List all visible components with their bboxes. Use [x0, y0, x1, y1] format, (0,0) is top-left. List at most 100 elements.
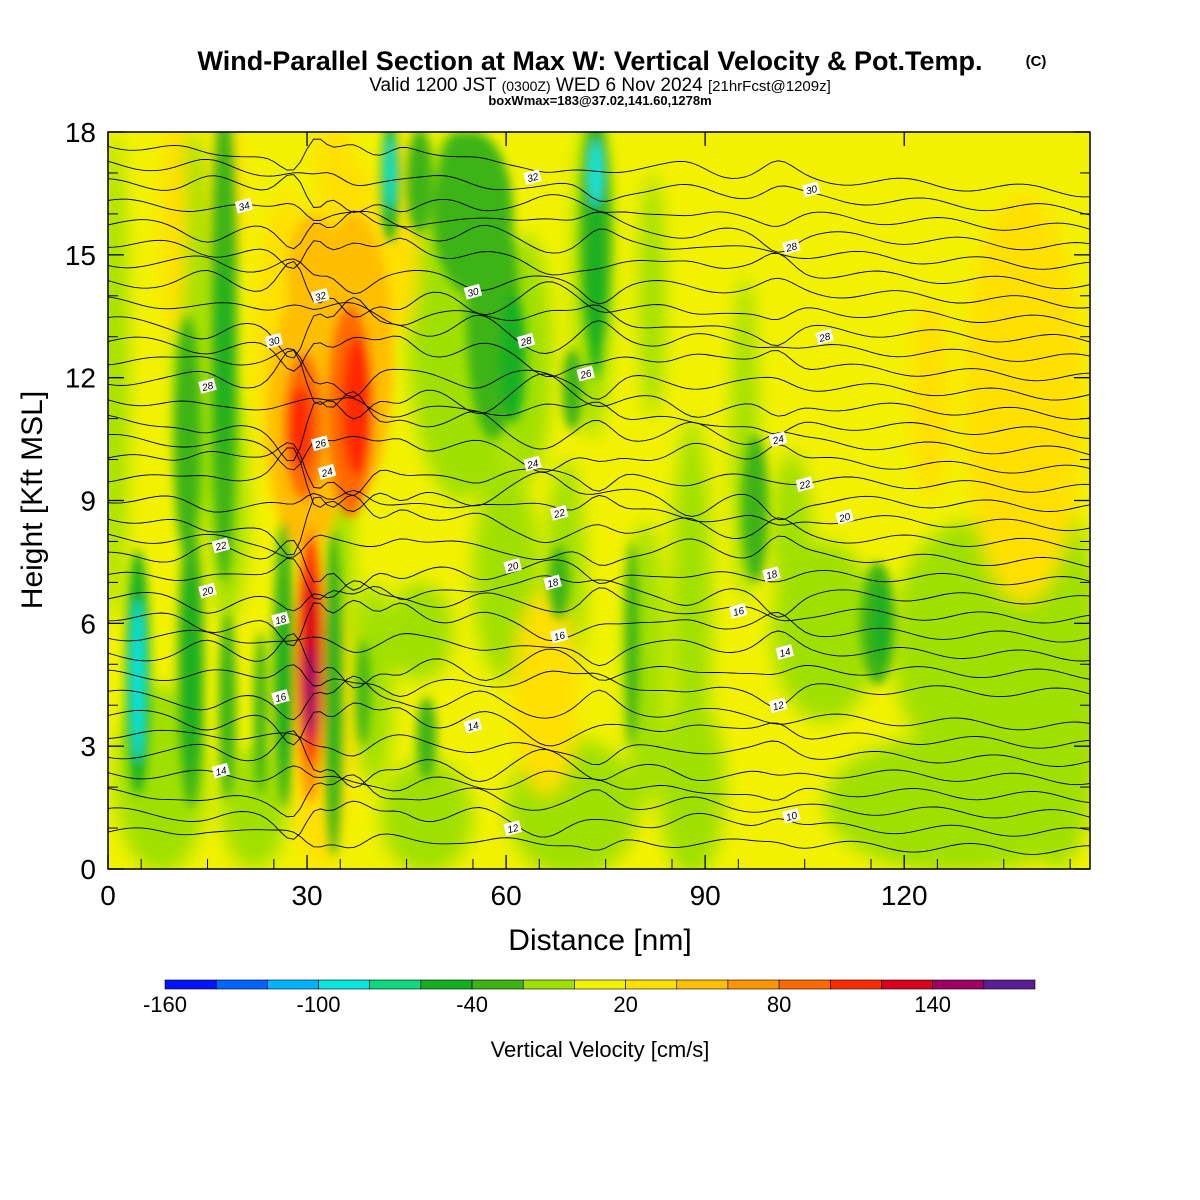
contour-label-box: [311, 287, 330, 304]
theta-contour: [108, 800, 1090, 840]
contour-label-text: 14: [778, 647, 792, 661]
contour-label-box: [543, 574, 562, 591]
x-tick-label: 0: [100, 880, 116, 911]
contour-label: 28: [782, 238, 801, 255]
colorbar-swatch: [727, 979, 780, 990]
contour-label: 24: [317, 463, 337, 480]
colorbar: -160 -100 -40 20 80 140: [143, 979, 1036, 1017]
field-region: [324, 578, 336, 767]
contour-label: 20: [503, 558, 522, 574]
contour-label: 16: [729, 603, 748, 619]
contour-label: 16: [549, 627, 569, 644]
field-region: [439, 132, 480, 214]
field-region: [671, 418, 712, 788]
x-axis-label: Distance [nm]: [508, 924, 691, 957]
subtitle-run: [21hrFcst@1209z]: [708, 78, 831, 95]
colorbar-swatch: [369, 979, 422, 990]
contour-label-text: 24: [320, 466, 335, 480]
field-region: [356, 639, 371, 747]
colorbar-tick-label: 20: [613, 992, 637, 1017]
chart-title: Wind-Parallel Section at Max W: Vertical…: [198, 46, 983, 76]
field-region: [499, 291, 527, 423]
contour-label-text: 20: [837, 511, 852, 525]
field-region: [873, 582, 889, 665]
colorbar-tick-label: -100: [297, 992, 341, 1017]
contour-label-box: [463, 717, 483, 734]
contour-label: 32: [523, 169, 542, 185]
colorbar-swatch: [471, 979, 524, 990]
theta-contour: [108, 580, 1090, 624]
contour-label: 22: [549, 504, 569, 521]
contour-label-box: [768, 697, 788, 714]
contour-label-box: [782, 238, 801, 255]
contour-label: 20: [198, 582, 217, 599]
contour-label-text: 14: [466, 720, 480, 734]
y-axis-label: Height [Kft MSL]: [16, 391, 49, 609]
x-tick-label: 30: [291, 880, 322, 911]
y-tick-label: 18: [65, 117, 96, 148]
contour-label-text: 14: [214, 765, 228, 779]
field-region: [479, 377, 507, 624]
colorbar-swatch: [267, 979, 319, 990]
theta-contour: [108, 335, 1090, 382]
field-region: [910, 295, 951, 501]
contour-label-box: [576, 365, 595, 382]
contour-label-text: 18: [274, 614, 288, 628]
theta-contour: [108, 729, 1090, 767]
y-tick-label: 9: [80, 486, 96, 517]
contour-label-box: [317, 463, 337, 480]
colorbar-swatch: [983, 979, 1036, 990]
colorbar-swatch: [829, 979, 882, 990]
theta-contour: [108, 433, 1090, 474]
contour-label-box: [782, 807, 801, 824]
colorbar-swatch: [676, 979, 729, 990]
theta-contour: [108, 557, 1090, 618]
contour-label-text: 22: [552, 507, 567, 521]
colorbar-tick-label: 140: [914, 992, 951, 1017]
theta-contour: [108, 349, 1090, 420]
contour-label-box: [234, 197, 254, 214]
contour-label-box: [523, 455, 542, 472]
contour-label: 22: [211, 537, 231, 554]
field-region: [512, 590, 580, 796]
theta-contour: [108, 255, 1090, 309]
field-region: [287, 213, 341, 337]
field-region: [161, 132, 188, 337]
colorbar-swatch: [625, 979, 678, 990]
field-region: [131, 598, 145, 763]
contour-label-box: [264, 332, 284, 349]
contour-label: 24: [768, 431, 788, 448]
theta-contour: [108, 494, 1090, 556]
contour-label-box: [549, 504, 569, 521]
theta-contour: [108, 629, 1090, 667]
contour-label-text: 34: [238, 200, 252, 214]
field-region: [963, 193, 1084, 603]
contour-label-text: 26: [313, 438, 328, 452]
contour-label-box: [815, 328, 834, 345]
theta-contour: [108, 827, 1090, 855]
contour-label-text: 12: [506, 823, 520, 837]
contour-label-text: 28: [817, 331, 832, 345]
theta-contour: [108, 730, 1090, 789]
x-tick-label: 90: [690, 880, 721, 911]
contour-label-box: [503, 558, 522, 574]
theta-contour: [108, 296, 1090, 346]
contour-label-box: [271, 611, 290, 628]
contour-label: 16: [271, 689, 290, 705]
theta-contour: [108, 702, 1090, 749]
contour-label-box: [762, 566, 781, 583]
contour-label-box: [549, 627, 569, 644]
contour-label: 30: [264, 332, 284, 349]
contour-label-text: 30: [267, 335, 281, 349]
theta-contour: [108, 633, 1090, 689]
theta-contour: [108, 237, 1090, 290]
contour-label-text: 28: [519, 335, 534, 349]
contour-label: 18: [762, 566, 781, 583]
contour-label: 32: [311, 287, 330, 304]
contour-label: 20: [835, 509, 854, 525]
theta-contour: [108, 138, 1090, 198]
contour-label-text: 32: [314, 290, 328, 304]
contour-label-box: [463, 283, 483, 300]
colorbar-swatch: [215, 979, 268, 990]
